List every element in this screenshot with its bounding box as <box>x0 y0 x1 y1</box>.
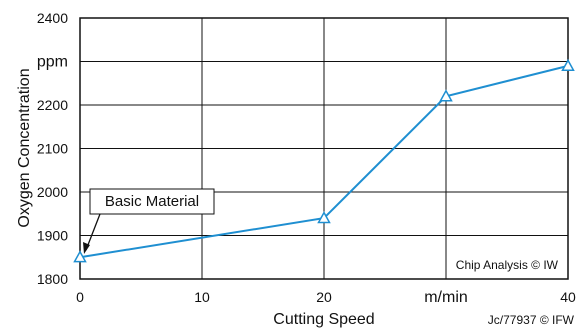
annotation-arrow-line <box>85 213 101 251</box>
y-tick-label: 2000 <box>37 184 68 200</box>
y-tick-label: 1800 <box>37 271 68 287</box>
y-tick-label: 2400 <box>37 10 68 26</box>
data-point-marker <box>561 58 575 71</box>
annotation-arrowhead <box>83 242 90 254</box>
y-tick-label: 2100 <box>37 141 68 157</box>
data-series <box>73 58 575 263</box>
data-point-marker <box>317 211 331 224</box>
x-tick-labels: 0 10 20 m/min 40 <box>76 289 576 306</box>
y-unit-label: ppm <box>37 54 68 71</box>
series-line <box>79 64 569 259</box>
y-axis-title: Oxygen Concentration <box>16 68 33 227</box>
x-tick-label: 20 <box>316 289 332 305</box>
y-tick-labels: 1800 1900 2000 2100 2200 ppm 2400 <box>37 10 68 287</box>
data-point-marker <box>73 250 87 263</box>
x-axis-title: Cutting Speed <box>273 311 374 328</box>
x-tick-label: 40 <box>560 289 576 305</box>
x-tick-label: 10 <box>194 289 210 305</box>
chip-analysis-label: Chip Analysis © IW <box>456 258 559 272</box>
footer-reference: Jc/77937 © IFW <box>488 313 575 327</box>
y-tick-label: 1900 <box>37 228 68 244</box>
x-tick-label: 0 <box>76 289 84 305</box>
basic-material-annotation: Basic Material <box>83 188 215 254</box>
y-tick-label: 2200 <box>37 97 68 113</box>
annotation-box <box>89 188 215 215</box>
x-unit-label: m/min <box>424 289 468 306</box>
data-point-marker <box>439 89 453 102</box>
annotation-label: Basic Material <box>105 193 199 210</box>
